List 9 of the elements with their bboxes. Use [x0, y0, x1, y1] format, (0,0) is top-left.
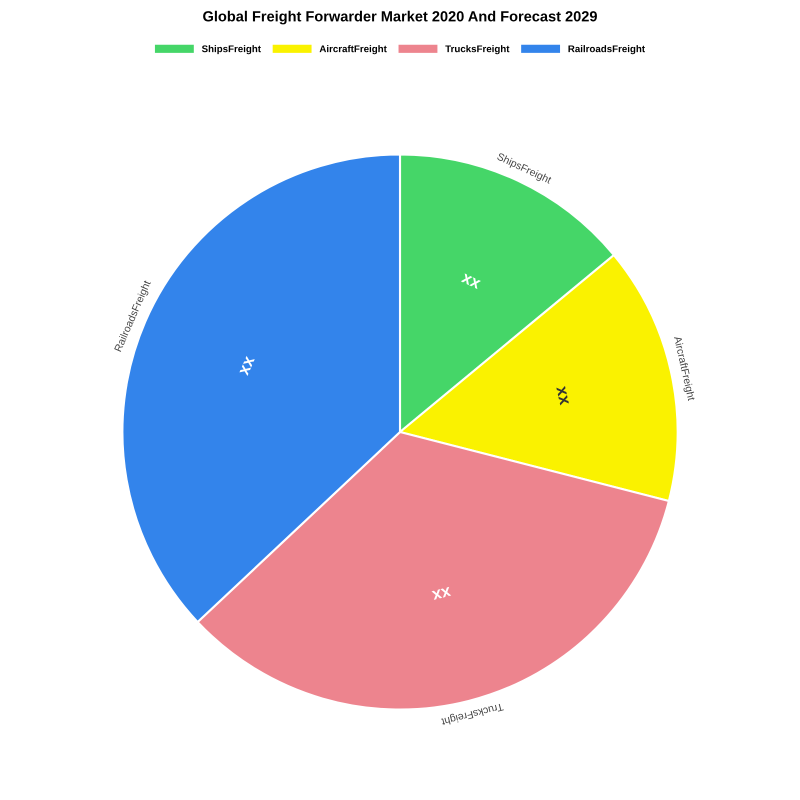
legend-label: RailroadsFreight	[568, 45, 645, 54]
data-label: xx	[239, 356, 255, 376]
data-label: xx	[556, 386, 569, 406]
data-label: xx	[431, 586, 452, 600]
legend-label: ShipsFreight	[202, 45, 261, 54]
legend-label: AircraftFreight	[320, 45, 387, 54]
legend-label: TrucksFreight	[445, 45, 510, 54]
chart-title: Global Freight Forwarder Market 2020 And Forecast 2029	[203, 10, 597, 24]
data-label: xx	[460, 273, 482, 290]
